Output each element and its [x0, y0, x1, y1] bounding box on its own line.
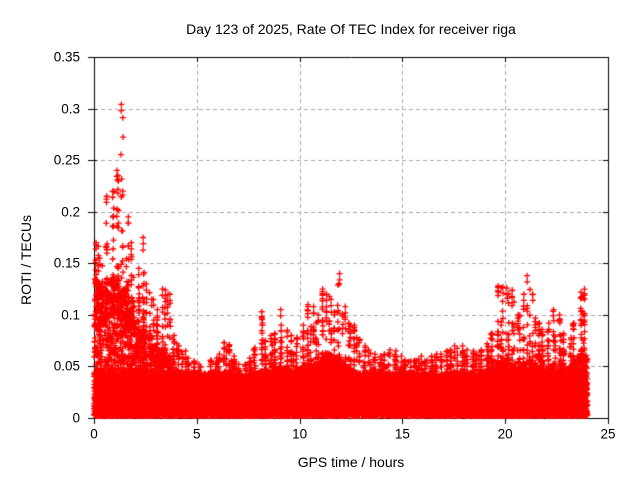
y-tick-label: 0 [72, 410, 80, 426]
x-tick-label: 25 [600, 426, 616, 442]
y-tick-label: 0.15 [53, 255, 80, 271]
x-tick-label: 10 [292, 426, 308, 442]
x-tick-label: 0 [90, 426, 98, 442]
y-tick-label: 0.3 [61, 101, 80, 117]
y-tick-label: 0.35 [53, 49, 80, 65]
y-axis-label: ROTI / TECUs [18, 215, 34, 305]
x-tick-label: 5 [193, 426, 201, 442]
x-tick-label: 15 [394, 426, 410, 442]
chart-title: Day 123 of 2025, Rate Of TEC Index for r… [186, 21, 516, 37]
y-tick-label: 0.25 [53, 152, 80, 168]
y-tick-label: 0.05 [53, 358, 80, 374]
y-tick-label: 0.1 [61, 307, 80, 323]
y-tick-label: 0.2 [61, 204, 80, 220]
x-tick-label: 20 [497, 426, 513, 442]
x-axis-label: GPS time / hours [297, 454, 405, 470]
